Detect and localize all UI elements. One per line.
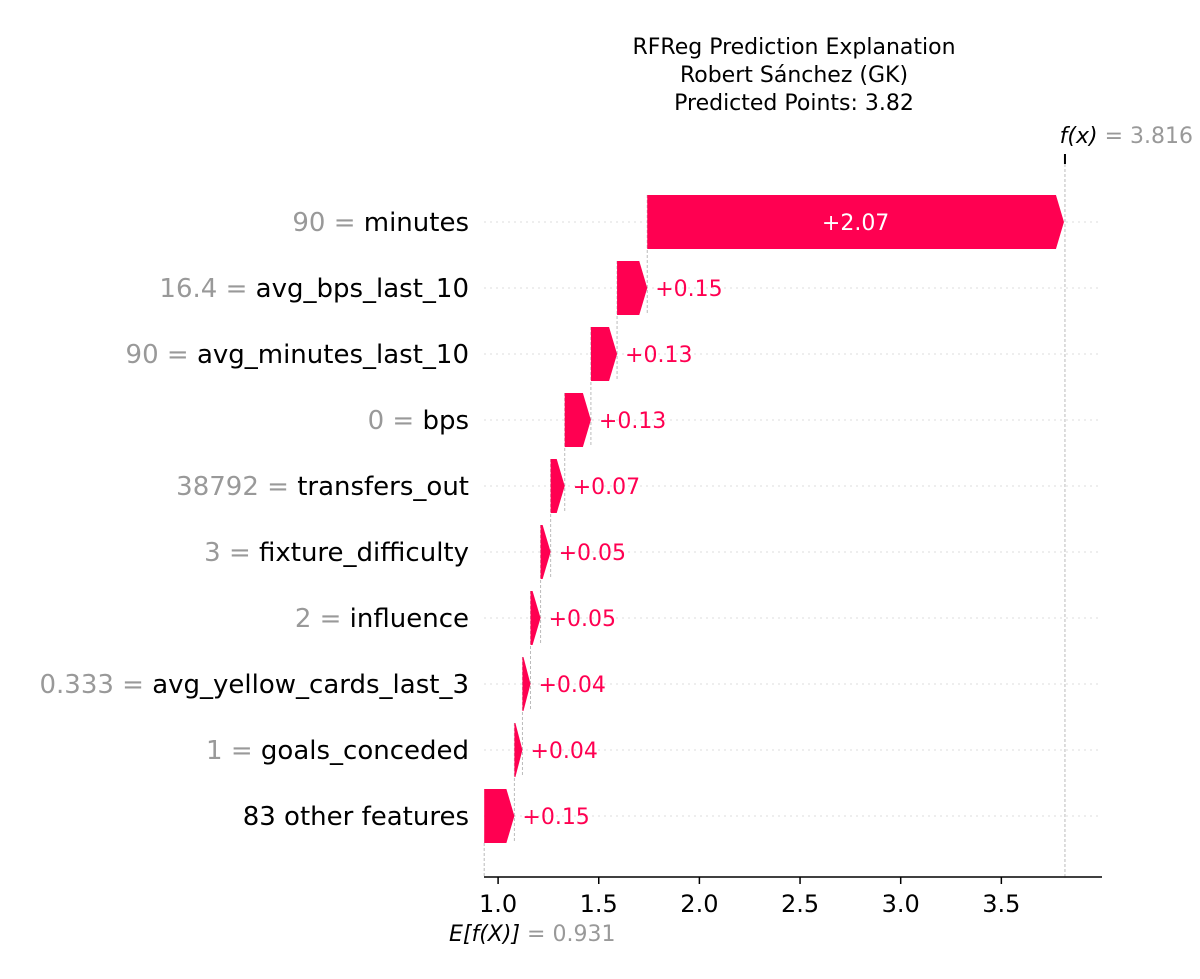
feature-value: 0 = (368, 406, 423, 436)
feature-name: avg_bps_last_10 (256, 274, 469, 304)
base-value-annotation: E[f(X)] = 0.931 (449, 922, 615, 947)
feature-label: 38792 = transfers_out (176, 472, 469, 502)
base-value-label: E[f(X)] = 0.931 (449, 922, 615, 947)
contribution-label: +0.04 (539, 673, 606, 698)
title-line-2: Robert Sánchez (GK) (680, 63, 908, 88)
reference-lines (483, 154, 1066, 877)
feature-name: influence (350, 604, 469, 634)
x-tick-label: 3.0 (882, 890, 920, 918)
feature-label: 0 = bps (368, 406, 469, 436)
base-value-number: = 0.931 (520, 922, 615, 947)
output-value-label: f(x) = 3.816 (1060, 124, 1193, 149)
feature-label: 16.4 = avg_bps_last_10 (159, 274, 469, 304)
feature-name: bps (422, 406, 469, 436)
x-tick-label: 2.0 (680, 890, 718, 918)
feature-value: 38792 = (176, 472, 297, 502)
contribution-label: +2.07 (822, 211, 889, 236)
contribution-bar (540, 525, 551, 579)
contribution-bar (514, 723, 523, 777)
feature-value: 0.333 = (39, 670, 152, 700)
feature-name: transfers_out (297, 472, 469, 502)
feature-name: goals_conceded (261, 736, 469, 766)
feature-labels: +2.07 90 = minutes +0.15 16.4 = avg_bps_las… (39, 208, 889, 832)
contribution-label: +0.07 (573, 475, 640, 500)
x-tick-label: 1.5 (580, 890, 618, 918)
feature-name: minutes (364, 208, 469, 238)
feature-label: 90 = avg_minutes_last_10 (126, 340, 469, 370)
contribution-label: +0.15 (522, 805, 589, 830)
feature-value: 2 = (295, 604, 350, 634)
output-value-annotation: f(x) = 3.816 (1060, 124, 1193, 149)
output-value-prefix: f(x) (1060, 124, 1098, 149)
contribution-bar (550, 459, 565, 513)
contribution-bar (530, 591, 541, 645)
feature-label: 3 = fixture_difficulty (204, 538, 469, 568)
feature-label: 1 = goals_conceded (206, 736, 469, 766)
contribution-label: +0.13 (625, 343, 692, 368)
feature-value: 16.4 = (159, 274, 255, 304)
feature-name: 83 other features (243, 802, 469, 832)
base-value-prefix: E[f(X)] (449, 922, 520, 947)
x-tick-label: 3.5 (982, 890, 1020, 918)
contribution-label: +0.05 (549, 607, 616, 632)
title-line-3: Predicted Points: 3.82 (674, 91, 914, 116)
feature-name: avg_minutes_last_10 (197, 340, 469, 370)
feature-value: 1 = (206, 736, 261, 766)
feature-name: fixture_difficulty (259, 538, 469, 568)
feature-label: 83 other features (243, 802, 469, 832)
row-gridlines (484, 221, 1102, 817)
feature-label: 2 = influence (295, 604, 469, 634)
title-line-1: RFReg Prediction Explanation (632, 35, 955, 60)
contribution-bar (617, 261, 648, 315)
output-value-number: = 3.816 (1098, 124, 1193, 149)
x-tick-label: 1.0 (479, 890, 517, 918)
contribution-bar (484, 789, 515, 843)
contribution-label: +0.04 (530, 739, 597, 764)
chart-title: RFReg Prediction Explanation Robert Sánc… (632, 35, 955, 116)
contribution-bar (522, 657, 531, 711)
feature-name: avg_yellow_cards_last_3 (152, 670, 469, 700)
contribution-bar (564, 393, 591, 447)
contribution-label: +0.05 (559, 541, 626, 566)
contribution-label: +0.13 (599, 409, 666, 434)
contribution-bar (590, 327, 618, 381)
contribution-bar (647, 195, 1064, 249)
feature-value: 3 = (204, 538, 259, 568)
feature-value: 90 = (126, 340, 197, 370)
feature-label: 0.333 = avg_yellow_cards_last_3 (39, 670, 469, 700)
x-axis: 1.0 1.5 2.0 2.5 3.0 3.5 (479, 876, 1102, 918)
contribution-label: +0.15 (655, 277, 722, 302)
x-tick-label: 2.5 (781, 890, 819, 918)
contribution-bars (484, 195, 1064, 843)
feature-value: 90 = (292, 208, 363, 238)
feature-label: 90 = minutes (292, 208, 469, 238)
